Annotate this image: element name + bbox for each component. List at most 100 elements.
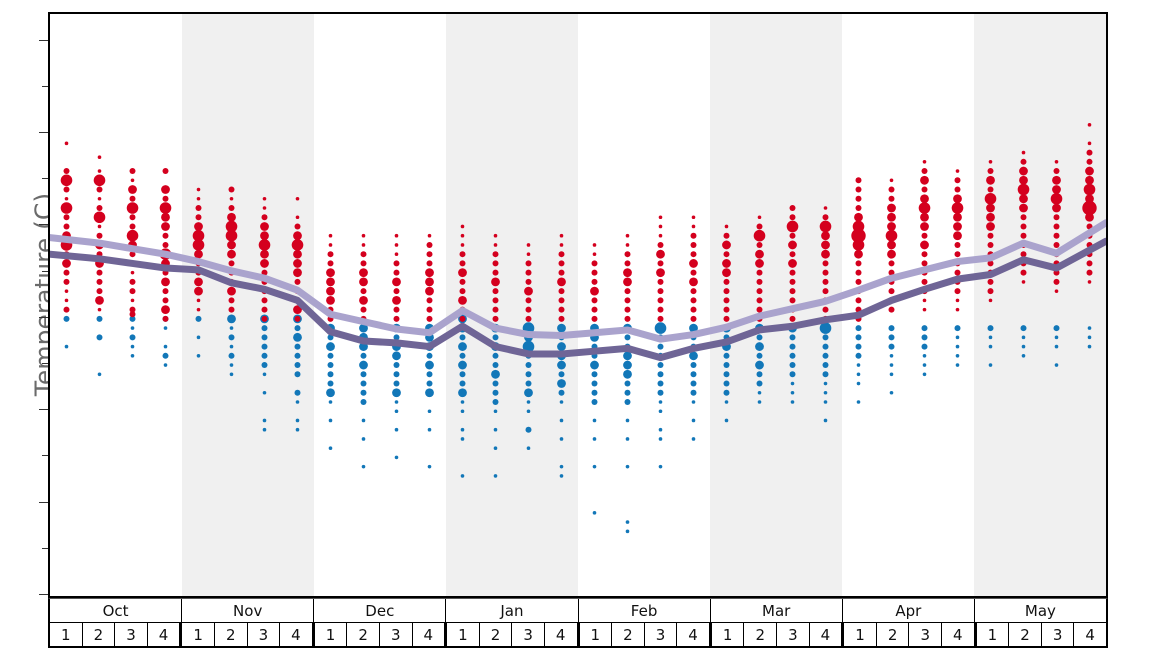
data-dot [1086, 269, 1093, 276]
data-dot [1082, 200, 1097, 216]
data-dot [393, 380, 400, 387]
y-minor-tick-mark [42, 85, 48, 87]
data-dot [658, 224, 663, 229]
data-dot [790, 390, 795, 395]
week-cell-may-4: 4 [1085, 625, 1095, 644]
data-dot [889, 354, 894, 358]
data-dot [592, 243, 597, 247]
month-band-jan [446, 14, 578, 596]
data-dot [227, 212, 236, 222]
data-dot [493, 409, 498, 414]
data-dot [756, 223, 763, 230]
data-dot [984, 192, 997, 205]
data-dot [887, 249, 896, 259]
data-dot [557, 379, 566, 388]
data-dot [1086, 260, 1093, 267]
data-dot [1053, 241, 1060, 248]
data-dot [294, 223, 301, 230]
month-cell-jan: Jan [446, 599, 579, 622]
data-dot [789, 334, 796, 341]
data-dot [493, 233, 498, 238]
data-dot [658, 215, 663, 220]
data-dot [690, 269, 697, 276]
data-dot [97, 372, 102, 377]
data-dot [129, 214, 136, 221]
data-dot [690, 251, 697, 258]
data-dot [1087, 335, 1092, 340]
data-dot [326, 268, 335, 278]
data-dot [460, 427, 465, 432]
data-dot [724, 400, 729, 404]
data-dot [291, 239, 304, 251]
week-cell-jan-3: 3 [512, 623, 545, 646]
month-cell-nov: Nov [182, 599, 315, 622]
data-dot [988, 335, 993, 340]
data-dot [558, 288, 565, 295]
data-dot [161, 305, 170, 315]
average-high-line [50, 219, 1106, 343]
data-dot [293, 305, 302, 315]
data-dot [920, 175, 929, 185]
data-dot [856, 381, 861, 386]
data-dot [690, 241, 697, 248]
data-dot [757, 390, 762, 395]
data-dot [492, 269, 499, 276]
data-dot [691, 418, 696, 423]
data-dot [756, 352, 763, 359]
data-dot [458, 388, 467, 398]
data-dot [64, 196, 69, 201]
data-dot [920, 222, 929, 231]
data-dot [392, 295, 401, 305]
data-dot [723, 297, 730, 304]
data-dot [954, 288, 961, 295]
data-dot [393, 269, 400, 276]
data-dot [128, 185, 137, 194]
data-dot [194, 249, 203, 259]
data-dot [591, 297, 598, 304]
chart-svg [50, 123, 1106, 534]
data-dot [97, 224, 102, 229]
data-dot [525, 278, 532, 285]
week-cell-apr-4: 4 [942, 623, 975, 646]
data-dot [789, 343, 796, 350]
data-dot [459, 288, 466, 295]
data-dot [262, 206, 267, 210]
data-dot [988, 363, 993, 367]
month-cell-oct: Oct [50, 599, 183, 622]
data-dot [788, 240, 797, 250]
data-dot [492, 288, 499, 295]
data-dot [261, 297, 268, 304]
data-dot [889, 363, 894, 367]
data-dot [295, 427, 300, 432]
data-dot [1053, 223, 1060, 230]
data-dot [889, 372, 894, 377]
data-dot [327, 362, 334, 369]
data-dot [558, 306, 565, 313]
week-cell-oct-1: 1 [50, 623, 83, 646]
data-dot [96, 288, 103, 295]
data-dot [657, 371, 664, 378]
data-dot [60, 174, 73, 187]
data-dot [426, 380, 433, 387]
data-dot [96, 232, 103, 239]
y-tick-mark [39, 316, 48, 318]
week-cell-feb-4: 4 [677, 623, 710, 646]
data-dot [393, 334, 400, 341]
data-dot [1021, 150, 1026, 155]
data-dot [955, 363, 960, 367]
data-dot [1021, 354, 1026, 358]
data-dot [691, 215, 696, 220]
data-dot [590, 286, 599, 296]
data-dot [821, 240, 830, 250]
data-dot [888, 306, 895, 313]
data-dot [326, 342, 335, 351]
data-dot [459, 251, 466, 258]
data-dot [922, 372, 927, 377]
data-dot [392, 388, 401, 398]
data-dot [954, 241, 961, 248]
data-dot [63, 214, 70, 221]
data-dot [524, 286, 533, 296]
data-dot [427, 427, 432, 432]
data-dot [625, 243, 630, 247]
